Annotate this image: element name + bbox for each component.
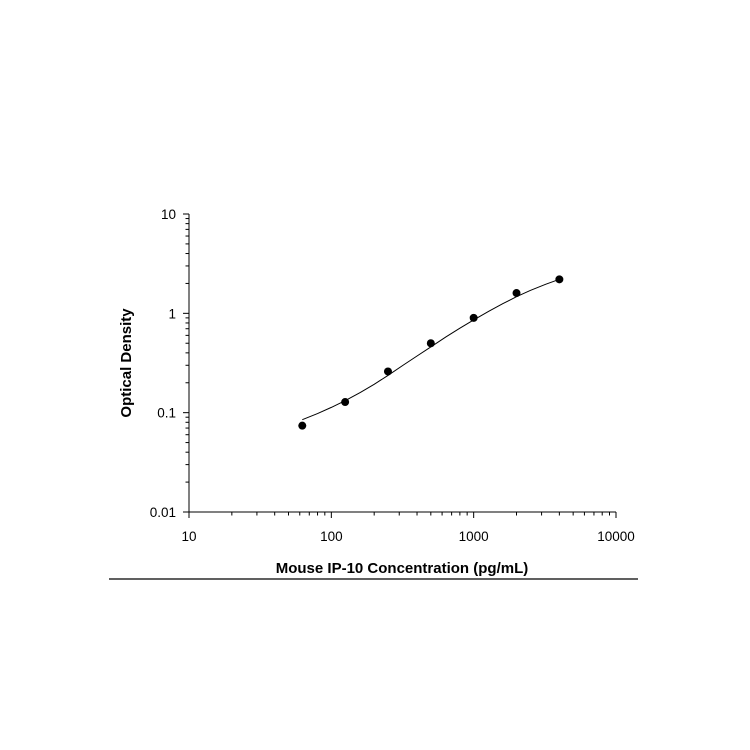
x-tick-label: 10000 xyxy=(597,529,635,544)
x-axis-title: Mouse IP-10 Concentration (pg/mL) xyxy=(276,560,529,577)
data-point xyxy=(383,367,392,376)
axes xyxy=(188,214,616,513)
fit-curve xyxy=(302,278,560,421)
ticks xyxy=(183,213,617,518)
y-tick-label: 0.1 xyxy=(157,406,176,421)
data-point xyxy=(426,339,435,348)
y-tick-label: 1 xyxy=(168,306,176,321)
data-point xyxy=(555,275,564,284)
x-tick-label: 100 xyxy=(320,529,343,544)
data-points xyxy=(298,275,564,430)
y-axis-title: Optical Density xyxy=(118,308,135,418)
x-tick-label: 10 xyxy=(181,529,196,544)
y-tick-label: 10 xyxy=(161,207,176,222)
data-point xyxy=(298,421,307,430)
tick-labels: 10 100 1000 10000 0.01 0.1 1 10 xyxy=(150,207,635,544)
data-point xyxy=(469,313,478,322)
x-tick-label: 1000 xyxy=(459,529,489,544)
data-point xyxy=(341,398,350,407)
y-tick-label: 0.01 xyxy=(150,505,176,520)
data-point xyxy=(512,289,521,298)
